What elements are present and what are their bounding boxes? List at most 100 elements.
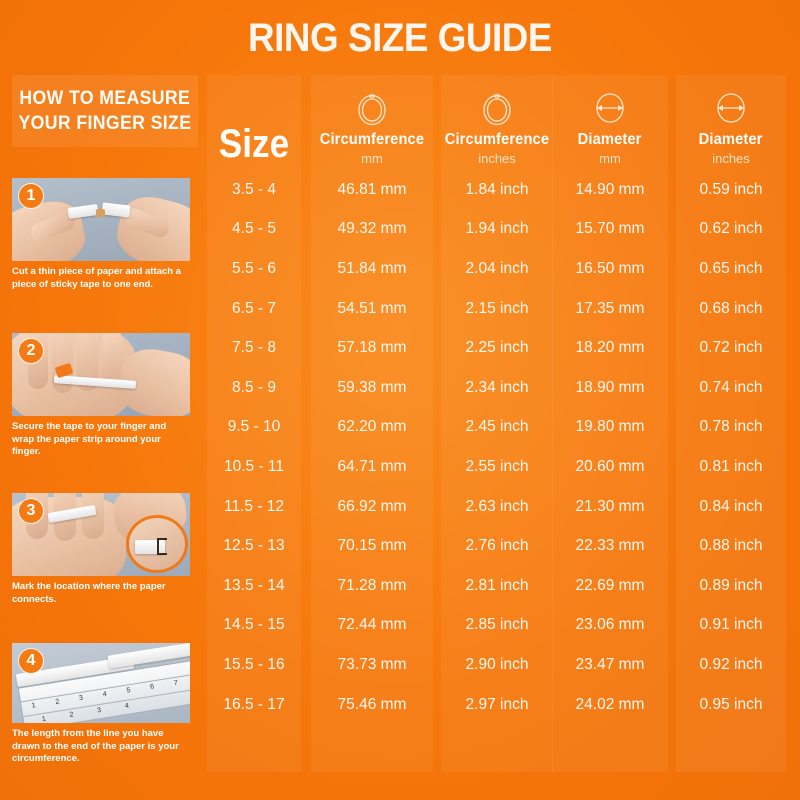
table-cell: 16.5 - 17 [223,695,285,713]
column-header-diameter-inches-unit: inches [712,151,750,166]
table-cell: 59.38 mm [337,378,407,396]
column-header-diameter-inches: Diameter inches [676,75,786,170]
table-cell: 17.35 mm [575,299,645,317]
table-cell: 0.72 inch [699,339,763,357]
measure-step-4: 1 2 3 4 5 6 7 1 2 3 4 4 The length from … [12,643,198,766]
table-column-circumference-inches: Circumference inches 1.84 inch 1.94 inch 2… [441,75,553,772]
column-header-diameter-mm: Diameter mm [552,75,668,170]
sidebar-heading-line-2: YOUR FINGER SIZE [18,112,192,134]
column-header-circumference-mm: Circumference mm [311,75,433,170]
table-cell: 71.28 mm [337,576,407,594]
table-column-circumference-mm: Circumference mm 46.81 mm 49.32 mm 51.84 m… [311,75,433,772]
table-cell: 0.59 inch [699,180,763,198]
table-cell: 0.91 inch [699,616,763,634]
ring-diameter-icon [589,85,631,131]
how-to-measure-sidebar: HOW TO MEASURE YOUR FINGER SIZE 1 Cut a … [12,75,198,775]
sidebar-heading: HOW TO MEASURE YOUR FINGER SIZE [12,75,198,147]
table-cell: 0.68 inch [699,299,763,317]
table-cell: 15.70 mm [575,220,645,238]
measure-step-2: 2 Secure the tape to your finger and wra… [12,333,198,459]
step-3-magnifier-inset [126,515,188,573]
column-cells-diameter-mm: 14.90 mm 15.70 mm 16.50 mm 17.35 mm 18.20 mm… [552,170,668,724]
table-cell: 0.81 inch [699,457,763,475]
column-header-circumference-inches: Circumference inches [441,75,553,170]
step-3-illustration: 3 [12,493,190,576]
column-cells-diameter-inches: 0.59 inch 0.62 inch 0.65 inch 0.68 inch 0.72… [676,170,786,724]
measure-step-1: 1 Cut a thin piece of paper and attach a… [12,178,198,291]
step-4-illustration: 1 2 3 4 5 6 7 1 2 3 4 4 [12,643,190,723]
column-header-circumference-inches-label: Circumference [444,131,550,148]
table-cell: 20.60 mm [575,457,645,475]
table-column-size: Size 3.5 - 4 4.5 - 5 5.5 - 6 6.5 - 7 7.5 - 8… [207,75,301,772]
table-cell: 15.5 - 16 [223,655,285,673]
column-header-circumference-mm-unit: mm [361,151,383,166]
table-cell: 3.5 - 4 [232,180,276,198]
table-cell: 9.5 - 10 [227,418,281,436]
table-cell: 2.85 inch [465,616,529,634]
table-cell: 2.90 inch [465,655,529,673]
column-cells-circumference-mm: 46.81 mm 49.32 mm 51.84 mm 54.51 mm 57.18 mm… [311,170,433,724]
table-cell: 0.89 inch [699,576,763,594]
table-cell: 18.20 mm [575,339,645,357]
step-3-caption: Mark the location where the paper connec… [12,581,166,605]
step-3-number-badge: 3 [18,498,44,524]
ring-circumference-icon [351,85,393,131]
step-4-number-badge: 4 [18,648,44,674]
table-cell: 0.74 inch [699,378,763,396]
table-cell: 6.5 - 7 [232,299,276,317]
table-cell: 4.5 - 5 [232,220,276,238]
column-header-circumference-inches-unit: inches [478,151,516,166]
table-cell: 0.62 inch [699,220,763,238]
column-cells-size: 3.5 - 4 4.5 - 5 5.5 - 6 6.5 - 7 7.5 - 8 8.5 -… [207,170,301,724]
table-cell: 1.94 inch [465,220,529,238]
ring-diameter-icon [710,85,752,131]
table-cell: 70.15 mm [337,537,407,555]
column-header-diameter-mm-label: Diameter [578,131,642,148]
table-cell: 23.47 mm [575,655,645,673]
table-cell: 66.92 mm [337,497,407,515]
table-cell: 57.18 mm [337,339,407,357]
table-cell: 62.20 mm [337,418,407,436]
step-4-caption: The length from the line you have drawn … [12,728,179,765]
table-cell: 2.34 inch [465,378,529,396]
table-cell: 12.5 - 13 [223,537,285,555]
table-cell: 2.25 inch [465,339,529,357]
table-cell: 0.84 inch [699,497,763,515]
column-header-diameter-mm-unit: mm [599,151,621,166]
table-cell: 2.76 inch [465,537,529,555]
table-cell: 14.90 mm [575,180,645,198]
table-cell: 0.78 inch [699,418,763,436]
table-cell: 7.5 - 8 [232,339,276,357]
step-1-illustration: 1 [12,178,190,261]
table-cell: 2.97 inch [465,695,529,713]
table-cell: 10.5 - 11 [223,457,285,475]
table-cell: 22.69 mm [575,576,645,594]
step-1-number-badge: 1 [18,183,44,209]
table-cell: 22.33 mm [575,537,645,555]
step-1-caption: Cut a thin piece of paper and attach a p… [12,266,181,290]
table-cell: 46.81 mm [337,180,407,198]
table-cell: 54.51 mm [337,299,407,317]
measure-step-3: 3 Mark the location where the paper conn… [12,493,198,606]
table-column-diameter-mm: Diameter mm 14.90 mm 15.70 mm 16.50 mm 17.3… [552,75,668,772]
column-header-diameter-inches-label: Diameter [699,131,763,148]
table-cell: 24.02 mm [575,695,645,713]
table-cell: 11.5 - 12 [223,497,285,515]
table-cell: 2.55 inch [465,457,529,475]
table-cell: 0.95 inch [699,695,763,713]
table-cell: 16.50 mm [575,259,645,277]
table-cell: 49.32 mm [337,220,407,238]
table-cell: 64.71 mm [337,457,407,475]
page-title: RING SIZE GUIDE [248,16,552,60]
table-cell: 5.5 - 6 [232,259,276,277]
table-cell: 73.73 mm [337,655,407,673]
table-cell: 75.46 mm [337,695,407,713]
column-header-size-label: Size [218,122,290,166]
table-cell: 13.5 - 14 [223,576,285,594]
table-cell: 2.04 inch [465,259,529,277]
table-cell: 0.88 inch [699,537,763,555]
table-cell: 2.63 inch [465,497,529,515]
table-cell: 18.90 mm [575,378,645,396]
table-cell: 21.30 mm [575,497,645,515]
column-header-size: Size [207,75,301,170]
